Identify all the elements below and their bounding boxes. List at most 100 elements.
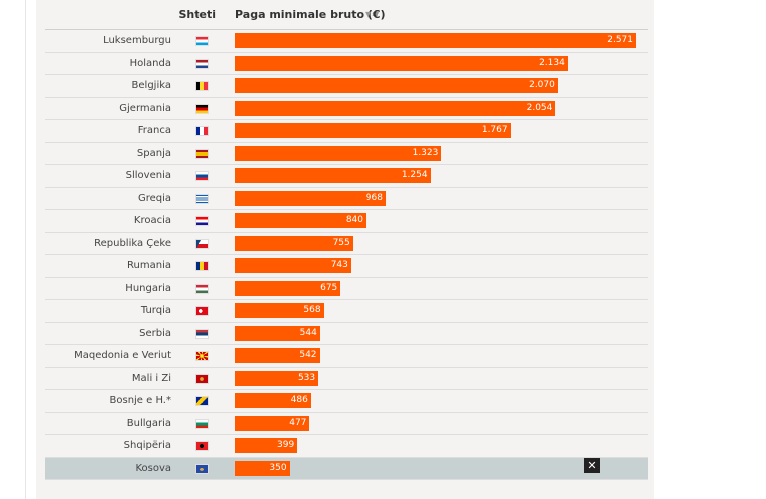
bar[interactable] — [235, 168, 431, 183]
bar[interactable] — [235, 415, 310, 431]
country-label: Kosova — [135, 462, 171, 474]
flag-croatia-icon — [195, 216, 209, 226]
country-label: Rumania — [127, 260, 171, 271]
bar[interactable] — [235, 100, 556, 116]
table-row: Republika Çeke 755 — [45, 233, 648, 255]
bar-chart-rows: Luksemburgu 2.571 Holanda 2.134 Belgjika 2.07… — [45, 30, 648, 480]
bar-value-label: 542 — [299, 350, 317, 360]
table-row: Hungaria 675 — [45, 278, 648, 300]
bar[interactable] — [235, 33, 636, 48]
table-row: Rumania 743 — [45, 255, 648, 278]
table-row: Kosova 350 — [45, 457, 648, 480]
country-label: Sllovenia — [125, 170, 171, 181]
country-label: Greqia — [137, 192, 171, 204]
table-row: Holanda 2.134 — [45, 53, 648, 75]
bar-value-label: 533 — [297, 372, 316, 383]
country-label: Kroacia — [133, 215, 171, 226]
country-label: Bosnje e H.* — [109, 395, 172, 406]
bar-value-label: 568 — [303, 305, 321, 315]
bar-value-label: 1.254 — [401, 170, 428, 180]
bar[interactable] — [235, 348, 320, 363]
bar[interactable] — [235, 325, 320, 341]
flag-bosnia-icon — [195, 396, 209, 406]
country-label: Holanda — [129, 57, 171, 69]
flag-netherlands-icon — [195, 58, 209, 69]
bar[interactable] — [235, 393, 311, 408]
bar-value-label: 2.054 — [526, 102, 553, 113]
table-row: Shqipëria 399 — [45, 435, 648, 458]
bar-value-label: 1.767 — [481, 125, 508, 135]
table-header: Shteti - Paga minimale bruto (€) ▼ — [45, 0, 648, 30]
country-label: Luksemburgu — [103, 35, 171, 46]
bar[interactable] — [235, 280, 341, 296]
flag-bulgaria-icon — [195, 418, 209, 429]
country-label: Spanja — [136, 147, 171, 159]
table-row: Spanja 1.323 — [45, 143, 648, 165]
table-row: Turqia 568 — [45, 300, 648, 323]
close-button[interactable]: ✕ — [584, 458, 600, 473]
flag-spain-icon — [195, 148, 209, 159]
flag-france-icon — [195, 126, 209, 136]
bar[interactable] — [235, 438, 298, 453]
bar-value-label: 2.134 — [539, 57, 565, 68]
table-row: Greqia 968 — [45, 188, 648, 210]
bar-value-label: 675 — [320, 282, 338, 293]
flag-montenegro-icon — [195, 373, 209, 384]
bar[interactable] — [235, 303, 324, 318]
bar-value-label: 544 — [299, 327, 317, 338]
bar-value-label: 2.070 — [529, 80, 555, 90]
country-label: Bullgaria — [126, 417, 171, 429]
country-label: Belgjika — [131, 80, 171, 91]
table-row: Luksemburgu 2.571 — [45, 30, 648, 53]
table-row: Franca 1.767 — [45, 120, 648, 143]
bar[interactable] — [235, 123, 511, 138]
country-label: Hungaria — [125, 282, 171, 294]
bar-value-label: 968 — [365, 192, 383, 203]
country-label: Franca — [137, 125, 171, 136]
bar[interactable] — [235, 55, 568, 71]
flag-slovenia-icon — [195, 171, 209, 181]
country-label: Mali i Zi — [131, 372, 171, 384]
table-row: Serbia 544 — [45, 323, 648, 345]
flag-albania-icon — [195, 441, 209, 451]
flag-luxembourg-icon — [195, 36, 209, 46]
bar[interactable] — [235, 235, 353, 251]
country-label: Republika Çeke — [94, 237, 171, 249]
flag-north-macedonia-icon — [195, 351, 209, 361]
table-row: Belgjika 2.070 — [45, 75, 648, 98]
country-label: Serbia — [139, 327, 171, 339]
bar[interactable] — [235, 78, 558, 93]
bar-value-label: 840 — [345, 215, 364, 225]
bar-value-label: 350 — [269, 462, 287, 473]
flag-czechia-icon — [195, 238, 209, 249]
flag-kosovo-icon — [195, 463, 209, 474]
table-row: Bosnje e H.* 486 — [45, 390, 648, 413]
table-row: Maqedonia e Veriut 542 — [45, 345, 648, 368]
bar-value-label: 2.571 — [607, 35, 633, 45]
bar-value-label: 743 — [330, 260, 348, 270]
column-header-country[interactable]: Shteti — [178, 8, 216, 21]
flag-romania-icon — [195, 261, 209, 271]
country-label: Gjermania — [119, 102, 171, 114]
bar[interactable] — [235, 190, 386, 206]
bar-value-label: 486 — [290, 395, 308, 405]
country-label: Shqipëria — [123, 440, 171, 451]
table-row: Bullgaria 477 — [45, 413, 648, 435]
flag-turkey-icon — [195, 306, 209, 316]
table-row: Sllovenia 1.254 — [45, 165, 648, 188]
bar[interactable] — [235, 258, 351, 273]
bar[interactable] — [235, 460, 290, 476]
sort-desc-icon[interactable]: ▼ — [365, 10, 372, 19]
flag-hungary-icon — [195, 283, 209, 294]
bar[interactable] — [235, 370, 319, 386]
bar-value-label: 399 — [277, 440, 295, 450]
flag-belgium-icon — [195, 81, 209, 91]
bar-value-label: 1.323 — [412, 147, 439, 158]
bar[interactable] — [235, 145, 442, 161]
flag-germany-icon — [195, 103, 209, 114]
column-header-value[interactable]: Paga minimale bruto (€) — [235, 8, 386, 21]
bar[interactable] — [235, 213, 366, 228]
column-header-flag[interactable]: - — [196, 8, 200, 21]
table-row: Mali i Zi 533 — [45, 368, 648, 390]
flag-greece-icon — [195, 193, 209, 204]
